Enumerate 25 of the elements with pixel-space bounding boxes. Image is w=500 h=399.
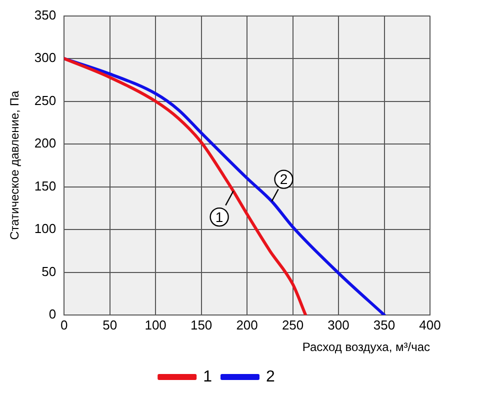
y-tick-label: 150 [34,178,56,194]
y-tick-label: 200 [34,136,56,151]
y-tick-label: 100 [34,221,56,236]
x-tick-label: 150 [190,317,212,332]
annotation: 1 [215,208,224,225]
x-tick-label: 250 [282,317,304,332]
x-tick-label: 100 [144,317,166,332]
x-tick-label: 200 [236,317,258,332]
y-tick-label: 250 [34,92,56,108]
x-tick-label: 400 [419,317,441,332]
y-tick-label: 50 [42,264,56,279]
y-tick-label: 350 [34,7,56,22]
y-tick-label: 0 [48,306,56,322]
line-series [64,57,386,315]
legend-label: 1 [203,368,212,386]
x-tick-label: 50 [102,317,118,332]
x-tick-label: 300 [328,317,350,332]
x-tick-label: 350 [373,317,396,332]
legend-label: 2 [266,368,275,386]
x-axis-title: Расход воздуха, м³/час [302,340,430,354]
annotation: 2 [280,171,288,188]
line-series [64,57,308,315]
y-tick-label: 300 [34,50,56,66]
x-tick-label: 0 [60,317,68,332]
y-axis-title: Статическое давление, Па [8,90,22,240]
